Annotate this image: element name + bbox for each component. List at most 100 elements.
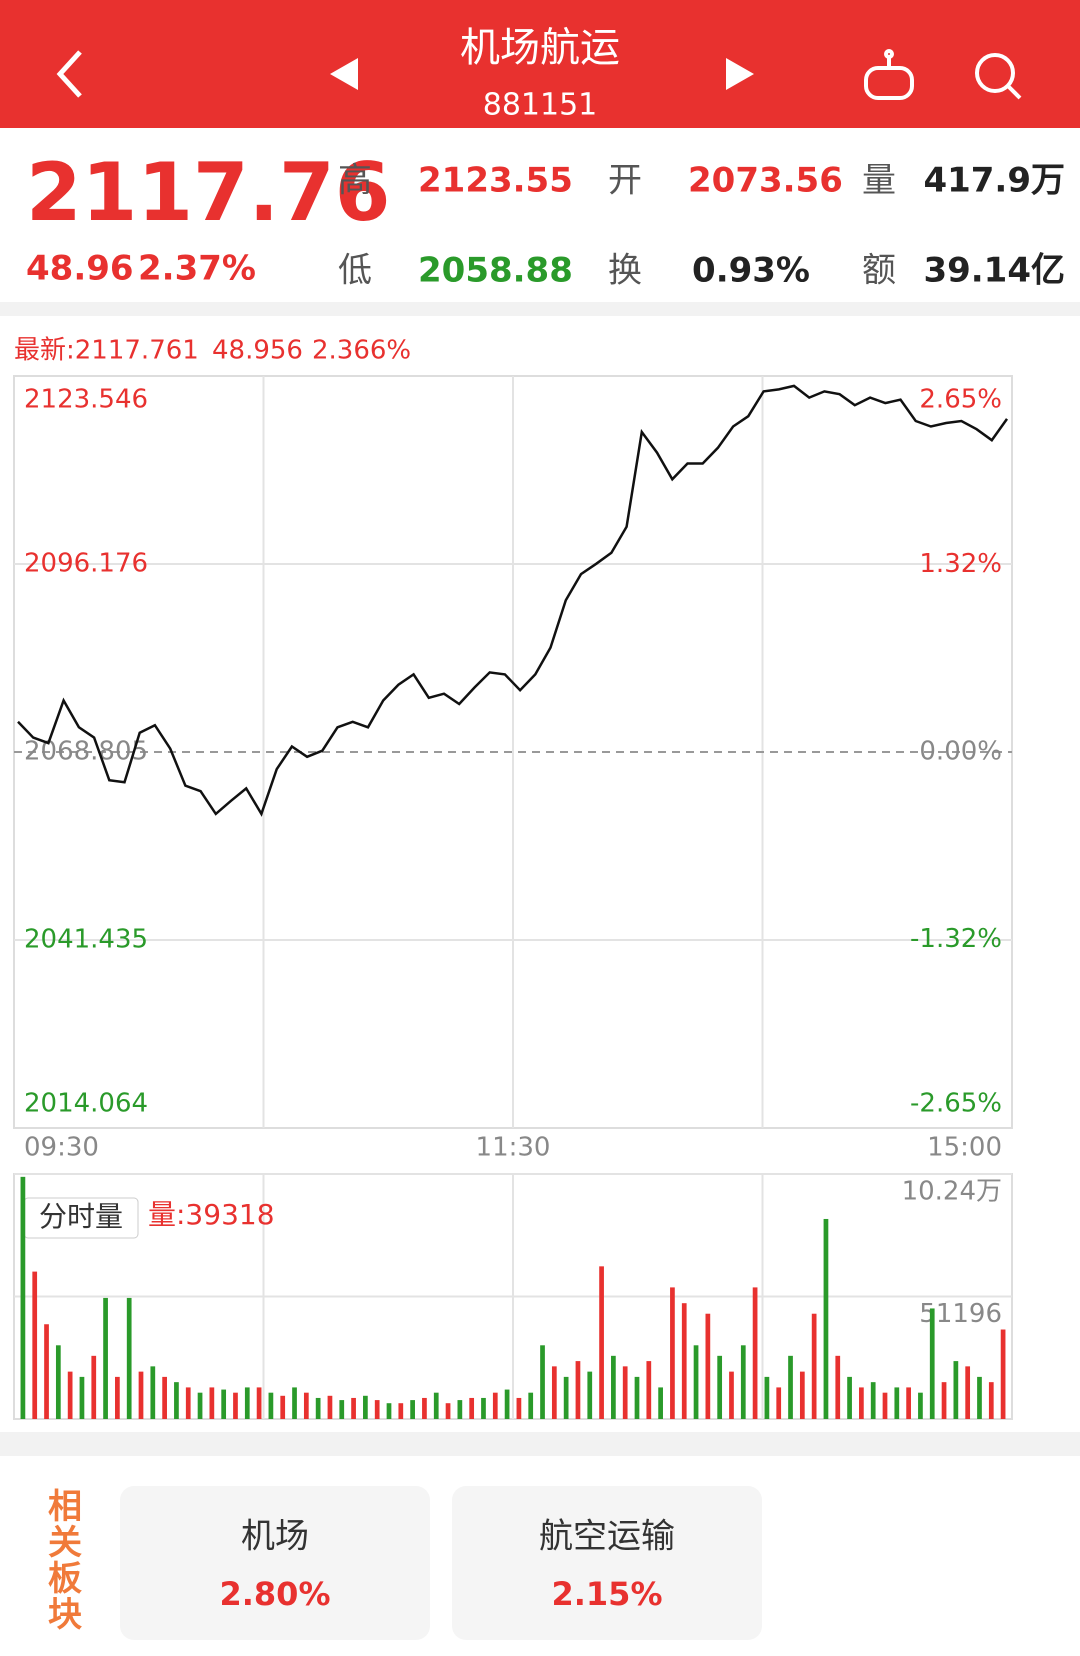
top-bar [0, 0, 1080, 128]
volume-bar [894, 1387, 900, 1419]
latest-price: 最新:2117.761 [14, 336, 199, 366]
volume-bar [55, 1345, 61, 1419]
field-label: 额 [862, 251, 896, 291]
volume-bar [776, 1387, 782, 1419]
volume-bar [469, 1397, 475, 1419]
next-button[interactable] [726, 58, 754, 90]
volume-bar [882, 1392, 888, 1419]
volume-bar [540, 1345, 545, 1419]
volume-bar [292, 1387, 297, 1419]
volume-bar [115, 1376, 120, 1419]
volume-bar [174, 1382, 179, 1419]
volume-bar [410, 1400, 415, 1419]
volume-bar [953, 1361, 959, 1419]
related-title: 相关板块 [42, 1488, 82, 1632]
y-tick-label: 2096.176 [24, 548, 148, 578]
sector-name: 航空运输 [539, 1517, 675, 1557]
volume-bar [918, 1392, 923, 1419]
volume-bar [197, 1392, 203, 1419]
y2-tick-label: -1.32% [910, 924, 1002, 954]
x-tick-label: 09:30 [24, 1133, 99, 1163]
volume-bar [740, 1345, 746, 1419]
code: 881151 [483, 88, 598, 123]
y-tick-label: 2041.435 [24, 924, 148, 954]
volume-bar [575, 1361, 581, 1419]
volume-bar [988, 1382, 994, 1419]
volume-bar [658, 1387, 663, 1419]
sector-change: 2.80% [219, 1575, 330, 1613]
volume-bar [729, 1371, 734, 1419]
volume-bar [611, 1355, 616, 1419]
volume-bar [209, 1387, 215, 1419]
latest-pct: 2.366% [312, 336, 411, 366]
volume-bar [303, 1392, 309, 1419]
volume-bar [693, 1345, 699, 1419]
search-button[interactable] [975, 53, 1022, 100]
y2-tick-label: 0.00% [919, 737, 1002, 767]
volume-bar [717, 1355, 723, 1419]
volume-bar [445, 1403, 451, 1419]
y2-tick-label: 2.65% [919, 385, 1002, 415]
volume-bar [492, 1392, 498, 1419]
volume-bar [185, 1387, 191, 1419]
volume-bar [929, 1308, 935, 1419]
volume-bar [563, 1376, 569, 1419]
volume-bar [1000, 1329, 1006, 1419]
volume-bar [646, 1361, 652, 1419]
volume-bar [44, 1324, 49, 1419]
robot-button[interactable] [864, 49, 914, 100]
volume-bar [363, 1395, 368, 1419]
volume-bar [847, 1376, 852, 1419]
volume-bar [374, 1400, 380, 1419]
sector-card[interactable] [452, 1486, 762, 1640]
volume-bar [256, 1387, 262, 1419]
volume-bar [268, 1392, 274, 1419]
y-tick-label: 2123.546 [24, 385, 148, 415]
volume-bar [91, 1355, 97, 1419]
field-label: 开 [608, 161, 642, 201]
sector-card[interactable] [120, 1486, 430, 1640]
volume-title: 分时量 [39, 1200, 123, 1233]
separator [0, 302, 1080, 316]
latest-change: 48.956 [212, 336, 303, 366]
volume-bar [528, 1392, 534, 1419]
volume-bar [126, 1297, 132, 1419]
volume-bar [705, 1313, 711, 1419]
volume-bar [599, 1266, 604, 1419]
volume-bar [315, 1397, 321, 1419]
y2-tick-label: -2.65% [910, 1089, 1002, 1119]
sector-change: 2.15% [551, 1575, 662, 1613]
volume-bar [835, 1355, 841, 1419]
y2-tick-label: 1.32% [919, 549, 1002, 579]
field-label: 低 [338, 251, 372, 291]
volume-bar [457, 1400, 463, 1419]
volume-bar [634, 1376, 640, 1419]
volume-bar [811, 1313, 817, 1419]
volume-bar [221, 1389, 227, 1419]
x-tick-label: 11:30 [476, 1133, 551, 1163]
field-value: 2123.55 [418, 161, 573, 201]
volume-bar [906, 1387, 911, 1419]
field-value: 0.93% [692, 251, 810, 291]
volume-bar [233, 1392, 238, 1419]
volume-bar [162, 1376, 167, 1419]
volume-bar [870, 1382, 876, 1419]
volume-bar [244, 1387, 250, 1419]
volume-bar [622, 1366, 628, 1419]
volume-bar [670, 1287, 675, 1419]
volume-bar [79, 1376, 85, 1419]
back-button[interactable] [56, 50, 82, 98]
volume-bar [327, 1395, 333, 1419]
volume-bar [150, 1366, 156, 1419]
volume-bar [339, 1400, 345, 1419]
x-tick-label: 15:00 [927, 1133, 1002, 1163]
volume-bar [67, 1371, 73, 1419]
field-value: 417.9万 [923, 161, 1065, 201]
volume-bar [551, 1366, 557, 1419]
prev-button[interactable] [330, 58, 358, 90]
sector-name: 机场 [241, 1517, 309, 1557]
price: 2117.76 [26, 146, 390, 239]
volume-bar [681, 1303, 687, 1419]
volume-bar [433, 1392, 439, 1419]
